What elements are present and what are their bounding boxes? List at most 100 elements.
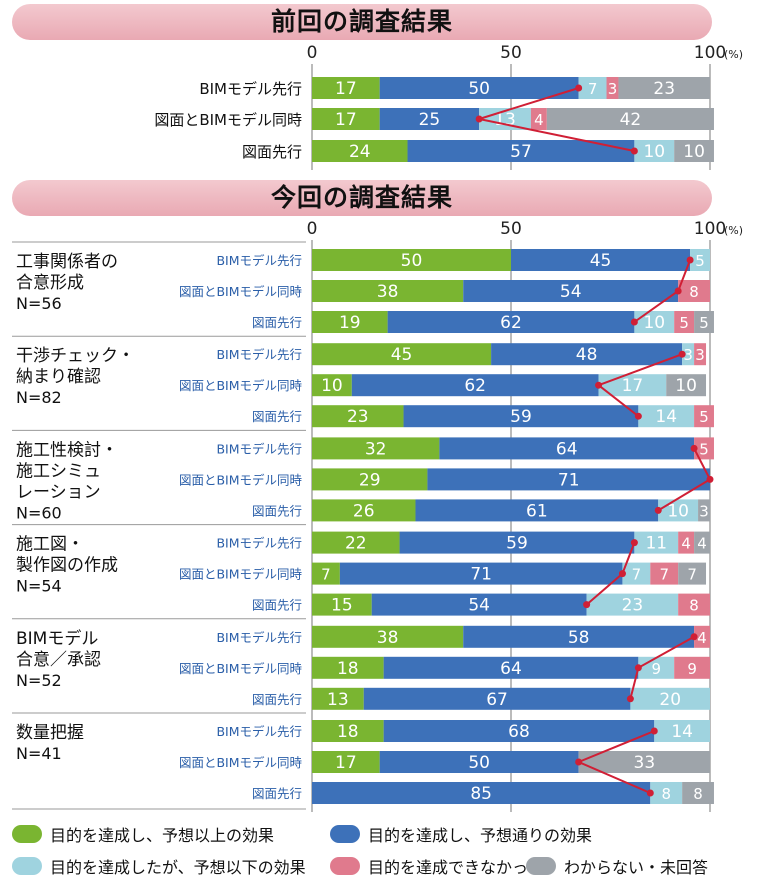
current-bar-segment: [312, 374, 352, 397]
achievement-point: [618, 570, 626, 578]
current-row-label: 図面先行: [252, 409, 302, 424]
current-bar-segment: [312, 405, 404, 428]
current-bar-segment: [312, 593, 372, 616]
previous-axis-tick-label: 50: [500, 43, 522, 63]
current-axis-unit-label: (%): [724, 224, 743, 237]
current-bar-segment: [690, 249, 710, 271]
current-bar-segment: [312, 280, 464, 302]
legend-swatch-gray: [526, 857, 556, 875]
current-bar-value-label: 71: [470, 565, 492, 585]
current-bar-value-label: 18: [337, 659, 359, 679]
current-bar-value-label: 29: [359, 470, 381, 490]
legend-item-unknown: わからない・未回答: [526, 854, 708, 878]
current-bar-segment: [312, 562, 340, 585]
previous-bar-segment: [530, 108, 547, 130]
previous-bar-segment: [312, 77, 380, 99]
achievement-point: [575, 758, 583, 766]
current-bar-segment: [694, 531, 710, 554]
current-bar-value-label: 9: [687, 660, 697, 678]
previous-axis-tick-label: 0: [307, 43, 318, 63]
current-bar-segment: [678, 280, 710, 302]
current-bar-value-label: 8: [693, 785, 703, 803]
current-bar-value-label: 54: [560, 282, 582, 302]
previous-bar-value-label: 10: [643, 142, 665, 162]
group-name-label: 合意／承認: [16, 650, 101, 670]
achievement-point: [686, 256, 694, 264]
group-name-label: 合意形成: [16, 273, 84, 293]
current-bar-value-label: 8: [689, 597, 699, 615]
achievement-point: [634, 412, 642, 420]
previous-bar-value-label: 42: [620, 110, 642, 130]
previous-bar-segment: [674, 140, 714, 162]
current-bar-value-label: 3: [683, 346, 693, 364]
current-bar-segment: [678, 593, 710, 616]
current-bar-value-label: 3: [699, 502, 709, 520]
current-bar-segment: [427, 468, 710, 491]
current-bar-value-label: 59: [510, 407, 532, 427]
current-bar-value-label: 58: [568, 628, 590, 648]
previous-survey-title: 前回の調査結果: [270, 7, 453, 36]
current-bar-value-label: 5: [699, 408, 709, 426]
current-row-label: 図面先行: [252, 692, 302, 707]
previous-survey-banner: 前回の調査結果: [12, 4, 712, 40]
previous-bar-segment: [379, 108, 480, 130]
previous-bar-segment: [312, 140, 408, 162]
current-row-label: BIMモデル先行: [216, 630, 302, 645]
current-row-label: 図面とBIMモデル同時: [179, 661, 303, 676]
current-bar-segment: [399, 531, 635, 554]
legend-swatch-pink: [330, 857, 360, 875]
previous-bar-segment: [479, 108, 531, 130]
current-row-label: 図面とBIMモデル同時: [179, 378, 303, 393]
group-name-label: レーション: [16, 482, 101, 502]
current-bar-segment: [694, 311, 714, 333]
previous-bar-value-label: 17: [335, 79, 357, 99]
current-bar-segment: [578, 751, 710, 773]
group-name-label: 施工図・: [16, 535, 84, 555]
current-bar-value-label: 62: [500, 313, 522, 333]
previous-row-label: 図面とBIMモデル同時: [154, 111, 302, 129]
current-bar-segment: [351, 374, 599, 397]
group-n-label: N=56: [16, 294, 62, 313]
current-bar-segment: [682, 343, 695, 366]
legend-label: 目的を達成できなかった: [368, 858, 545, 877]
current-bar-value-label: 17: [335, 753, 357, 773]
current-bar-segment: [312, 531, 400, 554]
group-name-label: 施工シミュ: [16, 461, 101, 481]
current-row-label: BIMモデル先行: [216, 724, 302, 739]
current-bar-value-label: 8: [689, 283, 699, 301]
current-bar-value-label: 9: [651, 660, 661, 678]
current-row-label: BIMモデル先行: [216, 536, 302, 551]
legend-label: わからない・未回答: [564, 858, 709, 877]
current-bar-value-label: 26: [353, 501, 375, 521]
current-bar-value-label: 10: [643, 313, 665, 333]
previous-bar-value-label: 3: [608, 80, 618, 98]
current-bar-value-label: 15: [331, 596, 353, 616]
current-bar-value-label: 7: [687, 566, 697, 584]
current-bar-value-label: 5: [699, 440, 709, 458]
current-bar-segment: [312, 720, 384, 742]
current-bar-segment: [371, 593, 587, 616]
current-bar-value-label: 14: [671, 722, 693, 742]
current-bar-value-label: 4: [697, 629, 707, 647]
current-bar-segment: [654, 720, 710, 742]
current-bar-segment: [678, 531, 695, 554]
current-bar-value-label: 71: [558, 470, 580, 490]
legend-label: 目的を達成したが、予想以下の効果: [50, 858, 306, 877]
previous-bar-value-label: 57: [510, 142, 532, 162]
group-name-label: BIMモデル: [16, 628, 98, 649]
previous-bar-value-label: 50: [468, 79, 490, 99]
current-bar-segment: [698, 499, 710, 522]
current-bar-value-label: 38: [377, 628, 399, 648]
current-bar-value-label: 20: [659, 690, 681, 710]
group-name-label: 数量把握: [16, 723, 84, 743]
achievement-point: [630, 318, 638, 326]
achievement-point: [706, 475, 714, 483]
achievement-point: [583, 601, 591, 609]
legend-label: 目的を達成し、予想通りの効果: [368, 826, 593, 845]
current-survey-title: 今回の調査結果: [270, 183, 453, 212]
current-bar-segment: [379, 751, 579, 773]
current-bar-value-label: 48: [576, 345, 598, 365]
group-name-label: 工事関係者の: [16, 252, 118, 272]
current-bar-segment: [383, 656, 639, 679]
